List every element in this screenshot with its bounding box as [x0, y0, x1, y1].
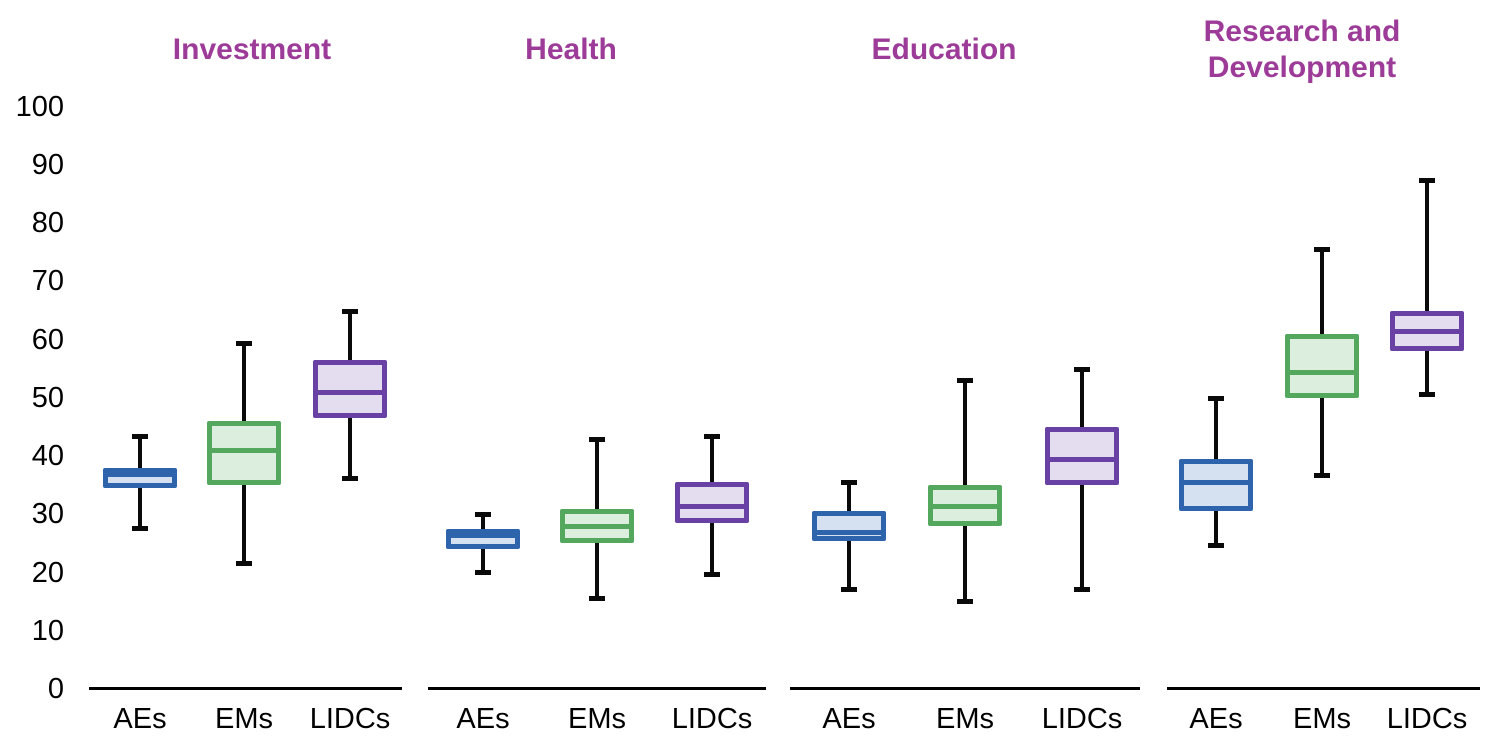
y-axis-tick-label: 90 — [31, 149, 64, 181]
median-line — [1390, 329, 1464, 334]
x-axis-category-label: LIDCs — [1041, 703, 1123, 735]
whisker-cap-bottom — [841, 587, 857, 592]
box-aes — [812, 511, 886, 541]
x-axis-category-label: EMs — [215, 703, 273, 735]
group-title: Research and Development — [1203, 15, 1401, 84]
y-axis-tick-label: 10 — [31, 615, 64, 647]
whisker-cap-bottom — [236, 561, 252, 566]
y-axis-tick-label: 0 — [47, 673, 64, 705]
y-axis-tick-label: 60 — [31, 324, 64, 356]
group-title: Health — [525, 33, 617, 66]
y-axis-tick-label: 50 — [31, 382, 64, 414]
whisker-cap-top — [475, 512, 491, 517]
whisker-cap-top — [1419, 178, 1435, 183]
box-ems — [207, 421, 281, 485]
median-line — [812, 530, 886, 535]
whisker-cap-top — [1074, 367, 1090, 372]
whisker-cap-bottom — [1074, 587, 1090, 592]
median-line — [1285, 370, 1359, 375]
median-line — [446, 533, 520, 538]
whisker — [1425, 180, 1429, 395]
whisker-cap-bottom — [704, 572, 720, 577]
whisker-cap-bottom — [342, 476, 358, 481]
box-ems — [1285, 334, 1359, 398]
y-axis-tick-label: 40 — [31, 440, 64, 472]
median-line — [1179, 480, 1253, 485]
box-aes — [103, 468, 177, 488]
x-axis-line — [1167, 687, 1480, 690]
x-axis-category-label: AEs — [456, 703, 510, 735]
box-lidcs — [675, 482, 749, 523]
x-axis-line — [790, 687, 1140, 690]
whisker-cap-top — [236, 341, 252, 346]
box-aes — [446, 529, 520, 549]
whisker-cap-bottom — [1314, 473, 1330, 478]
whisker-cap-bottom — [132, 526, 148, 531]
y-axis-tick-label: 30 — [31, 498, 64, 530]
y-axis-tick-label: 20 — [31, 557, 64, 589]
whisker-cap-top — [1314, 247, 1330, 252]
median-line — [103, 472, 177, 477]
whisker-cap-bottom — [1419, 392, 1435, 397]
whisker-cap-top — [132, 434, 148, 439]
x-axis-line — [428, 687, 766, 690]
box-lidcs — [1045, 427, 1119, 485]
x-axis-category-label: LIDCs — [309, 703, 391, 735]
x-axis-category-label: LIDCs — [1386, 703, 1468, 735]
x-axis-category-label: AEs — [1189, 703, 1243, 735]
x-axis-category-label: AEs — [113, 703, 167, 735]
x-axis-line — [89, 687, 402, 690]
x-axis-category-label: AEs — [822, 703, 876, 735]
y-axis-tick-label: 80 — [31, 207, 64, 239]
x-axis-category-label: LIDCs — [671, 703, 753, 735]
x-axis-category-label: EMs — [936, 703, 994, 735]
median-line — [207, 448, 281, 453]
box-aes — [1179, 459, 1253, 511]
whisker-cap-bottom — [1208, 543, 1224, 548]
median-line — [313, 390, 387, 395]
x-axis-category-label: EMs — [568, 703, 626, 735]
whisker-cap-top — [704, 434, 720, 439]
median-line — [560, 524, 634, 529]
whisker-cap-top — [1208, 396, 1224, 401]
whisker-cap-bottom — [957, 599, 973, 604]
whisker-cap-bottom — [475, 570, 491, 575]
median-line — [1045, 457, 1119, 462]
whisker-cap-top — [589, 437, 605, 442]
median-line — [675, 504, 749, 509]
y-axis-tick-label: 100 — [15, 91, 64, 123]
whisker-cap-top — [841, 480, 857, 485]
box-lidcs — [313, 360, 387, 418]
whisker-cap-top — [342, 309, 358, 314]
y-axis-tick-label: 70 — [31, 265, 64, 297]
group-title: Investment — [172, 33, 332, 66]
group-title: Education — [871, 33, 1017, 66]
whisker-cap-top — [957, 378, 973, 383]
whisker-cap-bottom — [589, 596, 605, 601]
median-line — [928, 504, 1002, 509]
x-axis-category-label: EMs — [1293, 703, 1351, 735]
